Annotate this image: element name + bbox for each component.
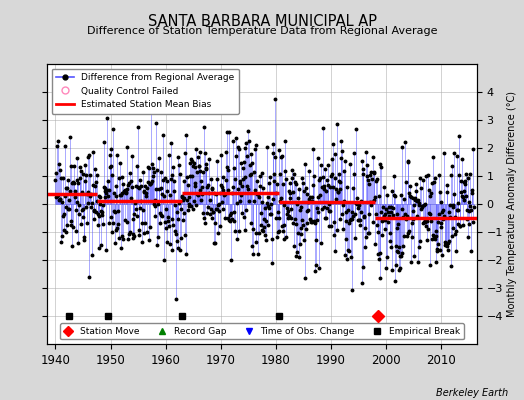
Text: SANTA BARBARA MUNICIPAL AP: SANTA BARBARA MUNICIPAL AP <box>147 14 377 29</box>
Legend: Station Move, Record Gap, Time of Obs. Change, Empirical Break: Station Move, Record Gap, Time of Obs. C… <box>60 323 464 340</box>
Y-axis label: Monthly Temperature Anomaly Difference (°C): Monthly Temperature Anomaly Difference (… <box>507 91 517 317</box>
Text: Berkeley Earth: Berkeley Earth <box>436 388 508 398</box>
Text: Difference of Station Temperature Data from Regional Average: Difference of Station Temperature Data f… <box>87 26 437 36</box>
